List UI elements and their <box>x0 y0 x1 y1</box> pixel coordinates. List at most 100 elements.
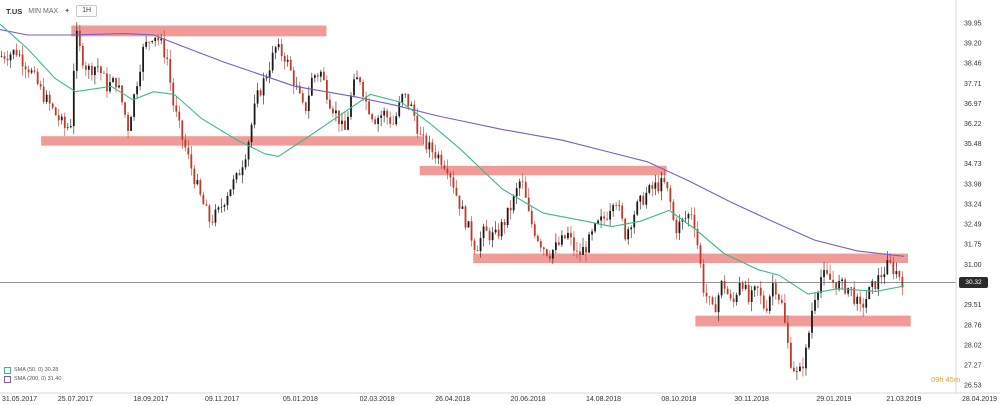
candle <box>265 73 268 82</box>
candle-body <box>898 271 901 277</box>
candle-body <box>271 52 274 71</box>
min-max-toggle[interactable]: MIN MAX <box>28 7 59 15</box>
candle-body <box>15 49 18 56</box>
candle <box>458 195 461 216</box>
candle <box>274 45 277 60</box>
candle <box>87 63 90 79</box>
candle-body <box>145 41 148 47</box>
candle-body <box>696 228 699 246</box>
candle-body <box>530 210 533 225</box>
candle <box>425 132 428 154</box>
candle <box>419 126 422 136</box>
candle <box>545 248 548 258</box>
candle-body <box>726 288 729 295</box>
candle-body <box>630 227 633 230</box>
candle-body <box>280 44 283 56</box>
candle <box>121 85 123 105</box>
candle-body <box>729 294 732 299</box>
candle-body <box>268 70 271 78</box>
settings-icon[interactable]: ✦ <box>64 8 71 15</box>
candle <box>735 292 738 306</box>
candle <box>262 72 265 105</box>
candle-body <box>289 59 292 71</box>
candle <box>145 35 148 50</box>
candle <box>853 281 856 306</box>
candle <box>548 250 551 262</box>
candle-body <box>115 77 117 88</box>
candle-body <box>723 280 726 289</box>
candle-body <box>765 308 768 311</box>
candle <box>310 72 313 97</box>
candle <box>452 170 455 194</box>
candle-body <box>329 99 331 109</box>
candle-body <box>609 211 612 220</box>
candle <box>154 37 157 47</box>
candle <box>741 280 744 292</box>
candle-body <box>509 207 512 211</box>
symbol-label[interactable]: T.US <box>6 6 23 16</box>
candle <box>491 226 494 248</box>
candle-body <box>756 286 759 288</box>
candle-body <box>479 238 482 252</box>
candle <box>30 67 33 75</box>
candle-body <box>573 237 575 251</box>
candle <box>765 300 768 314</box>
x-tick-label: 29.01.2019 <box>816 396 851 403</box>
candle-body <box>60 116 63 121</box>
candle-body <box>24 66 27 70</box>
x-tick-label: 18.09.2017 <box>133 396 168 403</box>
candle <box>199 178 202 197</box>
candle-body <box>814 299 816 311</box>
candle-body <box>856 296 859 304</box>
candle-body <box>157 37 160 41</box>
x-tick-label: 25.07.2017 <box>58 396 93 403</box>
candle <box>455 179 458 197</box>
candle <box>750 285 753 312</box>
candle <box>383 107 386 123</box>
candle <box>705 283 708 304</box>
candle <box>12 49 15 60</box>
candle-body <box>326 80 328 100</box>
candle-body <box>494 229 497 233</box>
candle-body <box>3 56 6 59</box>
legend-row-sma200[interactable]: SMA (200, 0) 31.40 <box>4 375 61 384</box>
candle <box>187 140 190 160</box>
candle <box>732 292 735 308</box>
candle-body <box>488 230 491 241</box>
candle <box>15 43 18 57</box>
y-tick-label: 32.49 <box>964 222 982 229</box>
zone-1 <box>41 136 424 146</box>
candle-body <box>295 85 298 87</box>
candle-body <box>130 116 132 131</box>
candle-body <box>84 65 87 70</box>
timeframe-select[interactable]: 1H <box>76 5 98 17</box>
candle <box>395 112 398 127</box>
candle-body <box>90 65 93 76</box>
candle-body <box>720 280 723 296</box>
candle-body <box>310 77 313 96</box>
candle <box>530 206 533 228</box>
candle <box>434 144 437 164</box>
candle <box>726 286 729 295</box>
candle-body <box>561 235 563 245</box>
candle <box>780 294 783 305</box>
candles <box>0 22 904 381</box>
candle-body <box>744 284 747 289</box>
legend-row-sma50[interactable]: SMA (50, 0) 30.28 <box>4 366 61 375</box>
candle <box>865 290 868 314</box>
candle-body <box>277 44 280 48</box>
candle <box>762 290 765 311</box>
candle-body <box>169 59 172 83</box>
candle <box>660 171 663 201</box>
candle-body <box>214 209 217 223</box>
candle <box>130 115 132 131</box>
candle <box>859 291 862 312</box>
candle <box>256 82 259 108</box>
candle <box>443 160 446 171</box>
candle-body <box>51 103 54 108</box>
candle <box>612 203 615 217</box>
candle-body <box>286 59 289 62</box>
candle-body <box>440 154 443 166</box>
candle <box>539 238 542 253</box>
